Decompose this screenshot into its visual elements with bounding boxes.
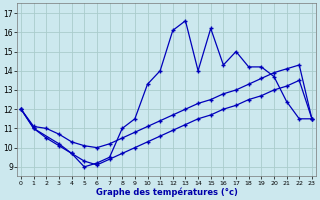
X-axis label: Graphe des températures (°c): Graphe des températures (°c) [96,187,237,197]
